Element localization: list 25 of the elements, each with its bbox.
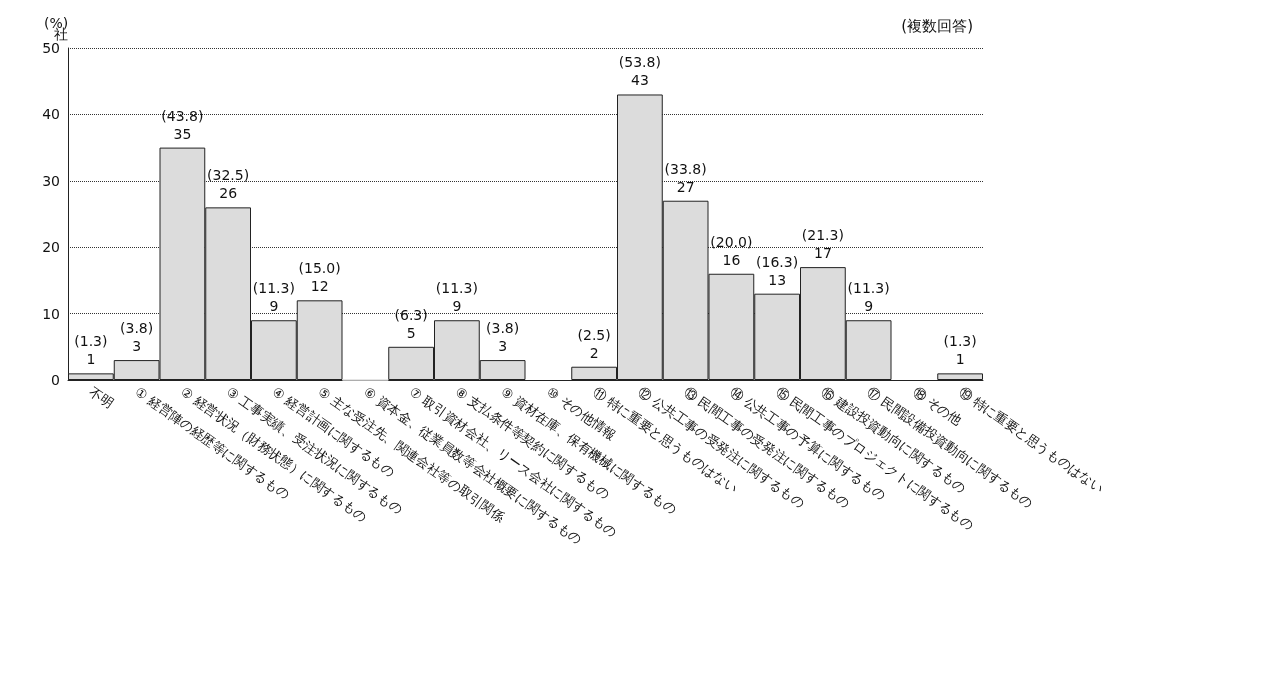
y-tick-label: 10 bbox=[42, 305, 60, 322]
data-label: (1.3) 1 bbox=[74, 333, 108, 368]
data-label: (1.3) 1 bbox=[943, 333, 977, 368]
data-label: (16.3) 13 bbox=[756, 253, 799, 288]
data-label: (33.8) 27 bbox=[664, 160, 707, 195]
y-tick-label: 40 bbox=[42, 106, 60, 123]
y-tick-label: 30 bbox=[42, 172, 60, 189]
data-label: (3.8) 3 bbox=[486, 320, 520, 355]
data-label: (53.8) 43 bbox=[618, 54, 661, 89]
data-label: (6.3) 5 bbox=[394, 306, 428, 341]
data-label: (2.5) 2 bbox=[577, 326, 611, 361]
data-label: (15.0) 12 bbox=[298, 260, 341, 295]
text: (複数回答) bbox=[901, 16, 974, 35]
y-tick-label: 20 bbox=[42, 239, 60, 256]
data-label: (43.8) 35 bbox=[161, 107, 204, 142]
data-label: (32.5) 26 bbox=[207, 167, 250, 202]
data-label: (11.3) 9 bbox=[847, 280, 890, 315]
data-label: (20.0) 16 bbox=[710, 233, 753, 268]
y-tick-label: 0 bbox=[51, 372, 60, 388]
data-label: (3.8) 3 bbox=[120, 320, 154, 355]
data-label: (11.3) 9 bbox=[435, 280, 478, 315]
x-tick-label: 不明 bbox=[86, 383, 117, 412]
data-label: (11.3) 9 bbox=[252, 280, 295, 315]
y-tick-label: 50 bbox=[42, 40, 60, 56]
data-label: (21.3) 17 bbox=[801, 227, 844, 262]
